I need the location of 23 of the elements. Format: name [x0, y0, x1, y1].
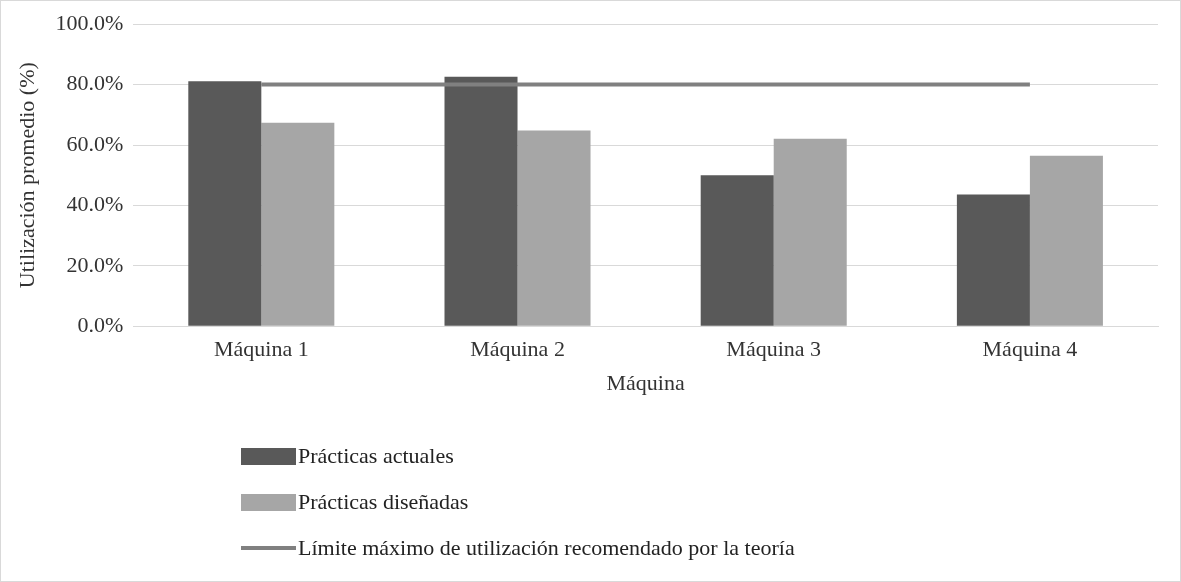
bar	[956, 194, 1030, 326]
legend-label: Prácticas actuales	[298, 443, 454, 469]
y-tick-label: 20.0%	[66, 251, 124, 277]
x-tick-label: Máquina 3	[726, 336, 822, 362]
y-tick-label: 40.0%	[66, 191, 124, 217]
y-axis-title: Utilización promedio (%)	[13, 62, 39, 289]
x-axis-title: Máquina	[606, 369, 685, 395]
bar	[700, 175, 774, 326]
x-tick-label: Máquina 4	[982, 336, 1078, 362]
bar	[444, 76, 518, 326]
bar	[517, 130, 591, 326]
bar	[261, 122, 335, 326]
bar	[188, 81, 262, 326]
legend-label: Prácticas diseñadas	[298, 489, 469, 515]
legend-label: Límite máximo de utilización recomendado por la teoría	[298, 535, 795, 561]
y-tick-label: 80.0%	[66, 70, 124, 96]
x-tick-label: Máquina 2	[470, 336, 565, 362]
y-tick-label: 100.0%	[55, 9, 124, 35]
x-tick-label: Máquina 1	[213, 336, 309, 362]
y-tick-label: 0.0%	[77, 311, 124, 337]
bar	[1029, 155, 1103, 326]
bar	[773, 138, 847, 326]
y-tick-label: 60.0%	[66, 130, 124, 156]
